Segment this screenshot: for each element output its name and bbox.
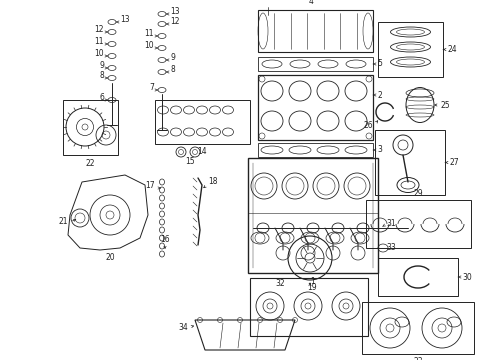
Text: 20: 20 bbox=[105, 253, 115, 262]
Text: 12: 12 bbox=[170, 18, 179, 27]
Text: 25: 25 bbox=[440, 100, 450, 109]
Text: 31: 31 bbox=[386, 219, 395, 228]
Text: 15: 15 bbox=[185, 158, 195, 166]
Bar bbox=[248, 158, 378, 273]
Bar bbox=[258, 143, 373, 157]
Text: 8: 8 bbox=[170, 66, 175, 75]
Text: 22: 22 bbox=[86, 158, 95, 167]
Bar bbox=[258, 10, 373, 52]
Text: 11: 11 bbox=[95, 37, 104, 46]
Text: 11: 11 bbox=[145, 30, 154, 39]
Text: 21: 21 bbox=[58, 217, 68, 226]
Bar bbox=[63, 100, 118, 155]
Text: 7: 7 bbox=[149, 84, 154, 93]
Text: 18: 18 bbox=[208, 177, 218, 186]
Bar bbox=[250, 278, 368, 336]
Bar bbox=[258, 75, 373, 140]
Bar bbox=[378, 22, 443, 77]
Bar bbox=[366, 200, 471, 248]
Bar bbox=[258, 57, 373, 71]
Text: 10: 10 bbox=[95, 49, 104, 58]
Text: 27: 27 bbox=[449, 158, 459, 167]
Text: 13: 13 bbox=[170, 8, 180, 17]
Bar bbox=[362, 302, 474, 354]
Text: 3: 3 bbox=[377, 145, 382, 154]
Text: 29: 29 bbox=[414, 189, 423, 198]
Text: 4: 4 bbox=[309, 0, 314, 6]
Text: 30: 30 bbox=[462, 273, 472, 282]
Text: 19: 19 bbox=[307, 284, 317, 292]
Text: 26: 26 bbox=[364, 122, 373, 130]
Text: 2: 2 bbox=[377, 90, 382, 99]
Text: 9: 9 bbox=[170, 54, 175, 63]
Text: 6: 6 bbox=[99, 94, 104, 103]
Text: 33: 33 bbox=[386, 243, 396, 252]
Text: 14: 14 bbox=[197, 148, 207, 157]
Text: 24: 24 bbox=[447, 45, 457, 54]
Text: 23: 23 bbox=[413, 357, 423, 360]
Bar bbox=[378, 258, 458, 296]
Text: 8: 8 bbox=[99, 72, 104, 81]
Text: 1: 1 bbox=[311, 276, 316, 285]
Bar bbox=[155, 100, 250, 144]
Text: 13: 13 bbox=[120, 15, 130, 24]
Text: 32: 32 bbox=[275, 279, 285, 288]
Text: 9: 9 bbox=[99, 62, 104, 71]
Text: 17: 17 bbox=[146, 180, 155, 189]
Bar bbox=[375, 130, 445, 195]
Text: 5: 5 bbox=[377, 59, 382, 68]
Text: 34: 34 bbox=[178, 323, 188, 332]
Text: 16: 16 bbox=[160, 235, 170, 244]
Text: 12: 12 bbox=[95, 26, 104, 35]
Text: 10: 10 bbox=[145, 41, 154, 50]
